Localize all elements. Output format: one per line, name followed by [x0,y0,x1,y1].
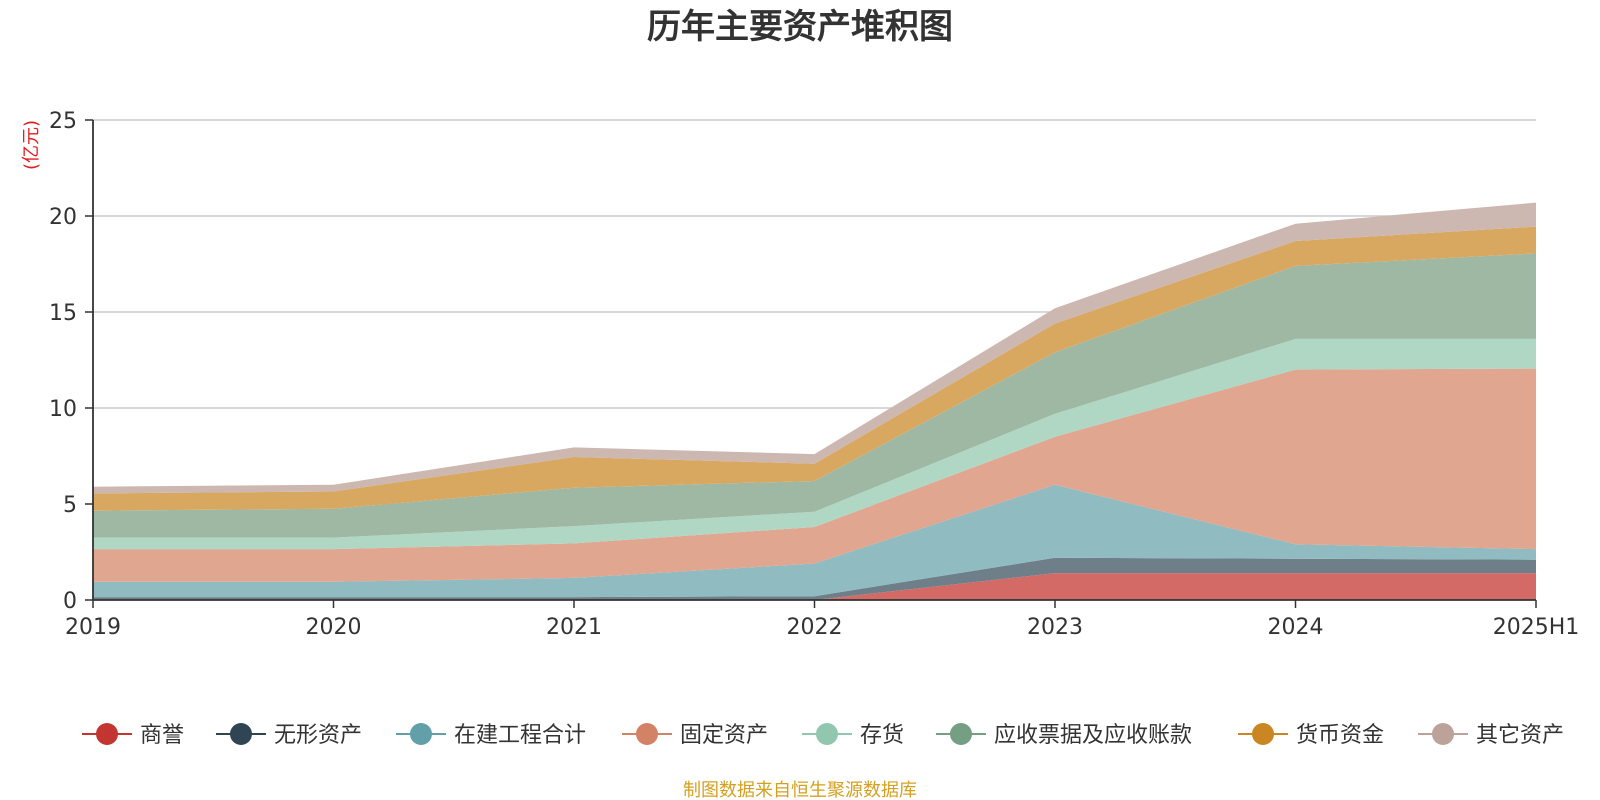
y-tick-label: 25 [49,109,77,134]
legend-label: 商誉 [140,723,184,748]
y-axis-ticks: 0 5 10 15 20 25 [49,109,93,614]
area-series-5 [93,253,1536,538]
legend-circle-marker [230,723,252,745]
area-series-0 [93,573,1536,600]
legend-item[interactable]: 应收票据及应收账款 [936,723,1192,748]
legend-circle-marker [96,723,118,745]
source-note: 制图数据来自恒生聚源数据库 [683,780,917,800]
x-tick-label: 2022 [787,615,843,640]
x-tick-label: 2024 [1268,615,1324,640]
x-tick-label: 2025H1 [1493,615,1580,640]
legend-label: 固定资产 [680,723,768,748]
legend-item[interactable]: 在建工程合计 [396,723,586,748]
area-series-1 [93,557,1536,600]
legend-label: 货币资金 [1296,723,1384,748]
legend-circle-marker [816,723,838,745]
legend-item[interactable]: 货币资金 [1238,723,1384,748]
x-tick-label: 2019 [65,615,121,640]
legend-circle-marker [1252,723,1274,745]
y-tick-label: 20 [49,205,77,230]
legend-label: 在建工程合计 [454,723,586,748]
area-series-6 [93,226,1536,511]
legend-item[interactable]: 商誉 [82,723,184,748]
y-tick-label: 10 [49,397,77,422]
x-axis-ticks: 2019 2020 2021 2022 2023 2024 2025H1 [65,600,1579,640]
area-series-4 [93,338,1536,550]
area-series-3 [93,368,1536,582]
legend-label: 无形资产 [274,723,362,748]
legend-label: 应收票据及应收账款 [994,723,1192,748]
legend-circle-marker [636,723,658,745]
y-tick-label: 15 [49,301,77,326]
y-tick-label: 0 [63,589,77,614]
legend-item[interactable]: 其它资产 [1418,723,1564,748]
area-series-2 [93,484,1536,598]
area-series-7 [93,202,1536,494]
legend-item[interactable]: 固定资产 [622,723,768,748]
legend-item[interactable]: 无形资产 [216,723,362,748]
x-tick-label: 2023 [1027,615,1083,640]
x-tick-label: 2020 [306,615,362,640]
legend: 商誉 无形资产 在建工程合计 固定资产 存货 应收票据及应收账款 货币资金 其它资产 [82,723,1564,748]
y-tick-label: 5 [63,493,77,518]
y-axis-unit-label: (亿元) [21,120,42,170]
legend-label: 存货 [860,723,904,748]
area-series-group [93,202,1536,600]
legend-item[interactable]: 存货 [802,723,904,748]
legend-label: 其它资产 [1476,723,1564,748]
chart-title: 历年主要资产堆积图 [647,7,953,47]
legend-circle-marker [1432,723,1454,745]
legend-circle-marker [950,723,972,745]
legend-circle-marker [410,723,432,745]
x-tick-label: 2021 [546,615,602,640]
